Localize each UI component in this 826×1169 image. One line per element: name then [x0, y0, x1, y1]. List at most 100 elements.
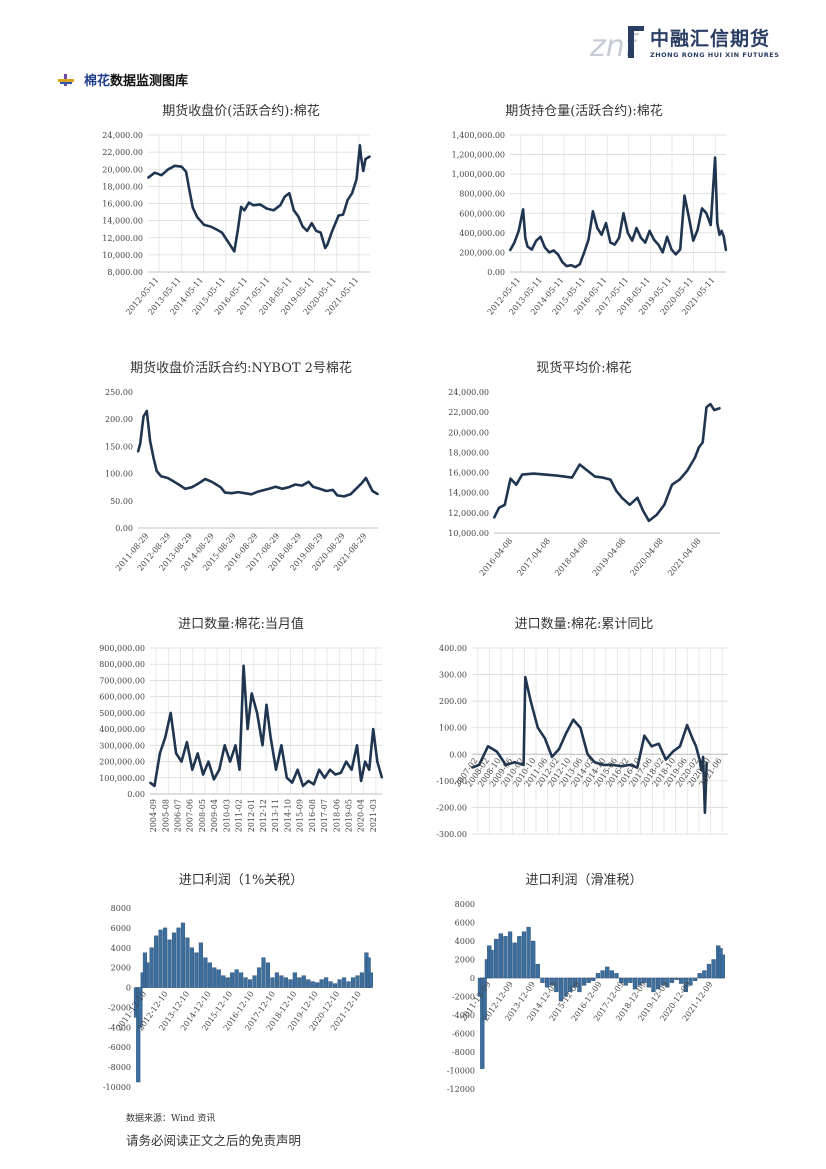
x-tick-label: 2012-01: [247, 799, 256, 832]
data-point: [307, 780, 310, 782]
bar: [207, 962, 212, 988]
data-point: [722, 235, 725, 238]
section-title-rest: 数据监测图库: [110, 74, 189, 89]
data-point: [216, 229, 219, 231]
data-point: [272, 209, 275, 212]
data-point: [191, 768, 194, 771]
data-point: [294, 483, 297, 486]
data-point: [521, 473, 523, 476]
data-point: [678, 478, 681, 481]
data-point: [524, 236, 527, 239]
bar: [494, 938, 499, 979]
bar: [618, 977, 624, 983]
data-point: [160, 174, 163, 177]
data-point: [191, 486, 193, 489]
data-point: [167, 168, 170, 171]
bar: [359, 972, 364, 988]
data-point: [236, 230, 239, 232]
bar: [341, 977, 347, 988]
data-point: [263, 489, 266, 491]
data-point: [696, 229, 699, 231]
y-tick-label: 12,000.00: [448, 509, 489, 518]
y-tick-label: 300.00: [439, 671, 467, 680]
data-point: [572, 718, 575, 721]
data-point: [498, 506, 500, 509]
data-point: [565, 732, 568, 734]
y-tick-label: -100.00: [436, 777, 467, 786]
data-point: [142, 415, 145, 418]
bar: [216, 969, 221, 988]
data-point: [593, 761, 596, 764]
y-tick-label: 14,000.00: [448, 489, 489, 498]
x-tick-label: 2008-05: [198, 799, 207, 832]
data-point: [184, 487, 187, 490]
x-tick-label: 2006-07: [174, 799, 183, 832]
bar: [637, 977, 642, 986]
data-point: [563, 475, 566, 478]
y-tick-label: -300.00: [436, 830, 467, 839]
data-point: [701, 441, 704, 444]
data-point: [180, 760, 183, 763]
bar: [595, 973, 601, 979]
data-point: [288, 192, 291, 195]
data-point: [372, 728, 375, 731]
data-point: [713, 409, 716, 412]
bar: [526, 926, 531, 979]
data-point: [248, 201, 250, 204]
x-tick-label: 2019-05: [344, 799, 353, 832]
y-tick-label: 200,000.00: [459, 248, 505, 257]
data-point: [274, 485, 277, 488]
bar: [489, 950, 494, 979]
chart-title: 进口利润（滑准税）: [525, 873, 642, 888]
data-point: [310, 222, 313, 225]
y-tick-label: 20,000.00: [102, 165, 143, 174]
bar: [346, 981, 351, 988]
data-point: [679, 745, 681, 748]
chart-title: 进口数量:棉花:当月值: [178, 616, 304, 632]
bar: [171, 932, 177, 988]
bar: [301, 975, 306, 988]
data-point: [233, 250, 236, 253]
data-point: [158, 752, 161, 755]
bar: [306, 979, 311, 988]
data-point: [509, 477, 512, 480]
y-tick-label: 0: [470, 974, 475, 983]
data-point: [719, 407, 721, 410]
y-tick-label: 700,000.00: [99, 676, 145, 685]
bar: [628, 977, 633, 983]
data-point: [197, 482, 200, 485]
data-point: [209, 225, 212, 228]
data-point: [147, 176, 149, 179]
data-point: [600, 233, 603, 236]
x-tick-label: 2005-08: [161, 799, 170, 832]
data-point: [137, 450, 139, 453]
chart-title: 进口利润（1%关税）: [179, 873, 304, 888]
data-point: [362, 170, 365, 172]
data-point: [324, 247, 327, 249]
series-line: [508, 156, 728, 269]
bar: [239, 972, 244, 988]
data-point: [557, 253, 559, 256]
y-tick-label: 800,000.00: [99, 660, 145, 669]
bar: [297, 977, 302, 988]
data-point: [238, 768, 241, 771]
y-tick-label: 16,000.00: [102, 200, 143, 209]
data-point: [139, 442, 142, 445]
y-tick-label: 0.00: [115, 524, 133, 533]
data-point: [596, 227, 599, 229]
data-point: [330, 230, 333, 233]
bar: [679, 977, 684, 984]
data-point: [221, 231, 223, 234]
bar: [279, 975, 284, 988]
bar: [568, 977, 573, 993]
data-point: [376, 760, 379, 763]
series-line: [147, 143, 371, 253]
y-tick-label: 8,000.00: [107, 268, 143, 277]
data-point: [307, 480, 310, 483]
bar: [521, 931, 527, 979]
bar: [167, 939, 172, 988]
data-point: [586, 753, 589, 756]
data-point: [657, 742, 660, 745]
bar: [517, 936, 522, 979]
y-tick-label: -8000: [452, 1048, 475, 1057]
